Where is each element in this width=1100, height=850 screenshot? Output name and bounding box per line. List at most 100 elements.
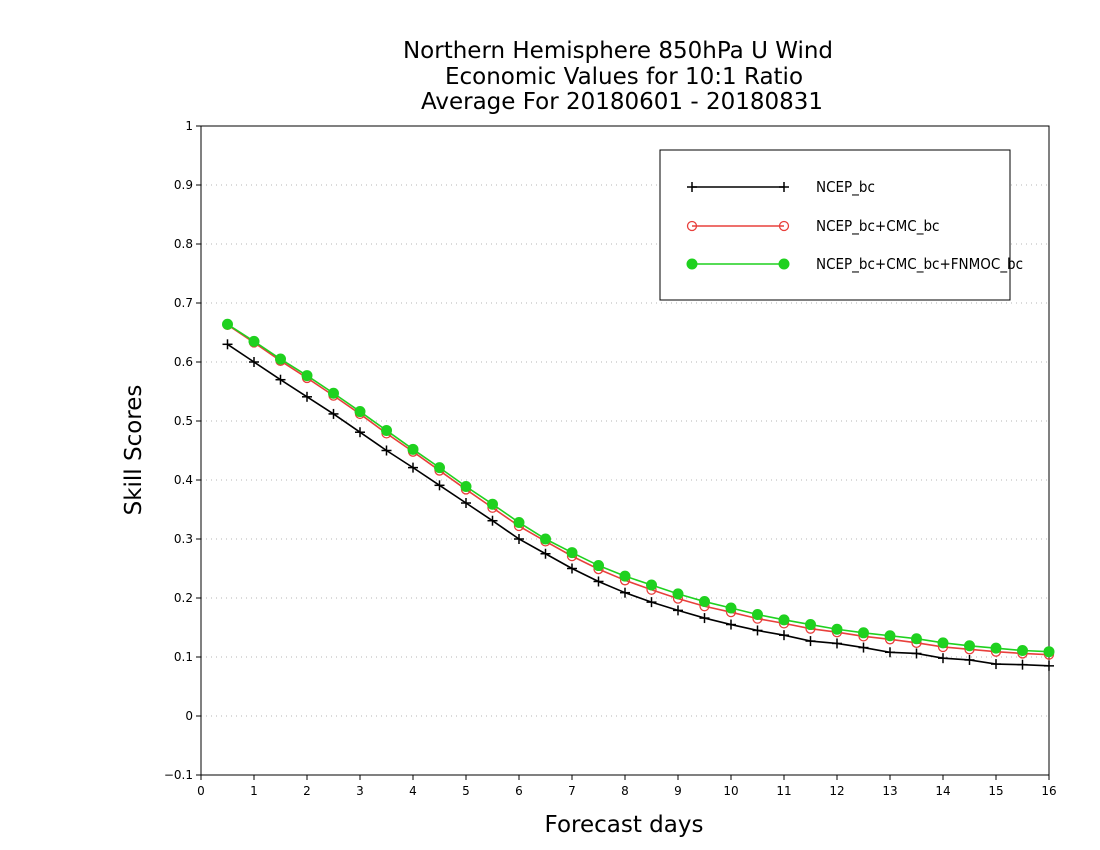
data-point (408, 462, 418, 473)
legend: NCEP_bc NCEP_bc+CMC_bc NCEP_bc+CMC_bc+FNMO… (659, 149, 1023, 301)
legend-entry-2: NCEP_bc+CMC_bc (686, 217, 939, 236)
data-point (434, 462, 445, 474)
data-point (1043, 646, 1055, 658)
y-tick-label: 0 (185, 709, 193, 723)
data-point (620, 587, 630, 598)
x-tick-label: 4 (409, 784, 417, 798)
series-2 (222, 319, 1055, 660)
data-point (831, 623, 843, 635)
legend-entry-3: NCEP_bc+CMC_bc+FNMOC_bc (686, 255, 1023, 274)
data-point (514, 534, 524, 544)
chart-title-line-2: Economic Values for 10:1 Ratio (445, 64, 803, 90)
data-point (513, 516, 525, 528)
data-point (222, 318, 233, 330)
data-point (779, 630, 789, 641)
axis-ticks: −0.100.10.20.30.40.50.60.70.80.910 1 2 3 4 5 6… (164, 119, 1057, 798)
x-tick-label: 1 (250, 784, 258, 798)
data-point (673, 605, 683, 616)
data-point (407, 443, 419, 455)
data-point (672, 588, 684, 600)
data-point (964, 654, 975, 665)
x-tick-label: 16 (1041, 784, 1056, 798)
data-point (566, 547, 578, 559)
y-tick-label: 0.9 (174, 178, 193, 192)
series-layer (222, 318, 1055, 671)
data-point (381, 424, 392, 436)
data-point (249, 357, 259, 367)
data-point (1044, 660, 1054, 671)
data-point (381, 445, 392, 456)
data-point (752, 609, 763, 621)
y-tick-label: 0.4 (174, 473, 193, 487)
x-tick-label: 5 (462, 784, 470, 798)
x-tick-label: 13 (882, 784, 897, 798)
data-point (248, 335, 260, 347)
y-axis-label: Skill Scores (121, 385, 147, 516)
legend-marker (687, 182, 697, 192)
data-point (884, 630, 896, 642)
x-tick-label: 12 (829, 784, 844, 798)
x-tick-label: 0 (197, 784, 205, 798)
x-tick-label: 6 (515, 784, 523, 798)
data-point (1017, 645, 1028, 657)
x-tick-label: 7 (568, 784, 576, 798)
x-tick-label: 8 (621, 784, 629, 798)
data-point (699, 613, 710, 624)
data-point (991, 659, 1001, 670)
data-point (832, 638, 842, 649)
x-axis-label: Forecast days (545, 812, 704, 838)
legend-marker (686, 258, 698, 270)
data-point (1017, 659, 1028, 670)
data-point (593, 560, 604, 572)
y-tick-label: 0.5 (174, 414, 193, 428)
data-point (911, 633, 922, 645)
data-point (593, 576, 604, 587)
data-point (275, 374, 286, 385)
series-1 (222, 339, 1054, 671)
series-line (227, 343, 1050, 667)
legend-entry-1: NCEP_bc (687, 178, 875, 197)
legend-label: NCEP_bc (816, 178, 875, 197)
y-tick-label: 0.6 (174, 355, 193, 369)
data-point (567, 563, 577, 574)
data-point (275, 353, 286, 365)
data-point (726, 619, 736, 630)
data-point (699, 596, 710, 608)
chart-title-line-1: Northern Hemisphere 850hPa U Wind (403, 38, 833, 64)
chart-title-line-3: Average For 20180601 - 20180831 (421, 89, 823, 115)
data-point (725, 602, 737, 614)
data-point (646, 597, 657, 608)
legend-marker (779, 182, 789, 192)
data-point (938, 653, 948, 664)
data-point (328, 387, 339, 399)
data-point (328, 408, 339, 419)
y-tick-label: 0.7 (174, 296, 193, 310)
data-point (858, 627, 869, 639)
data-point (222, 339, 233, 350)
data-point (461, 498, 471, 509)
series-3 (222, 318, 1055, 658)
data-point (646, 579, 657, 591)
x-tick-label: 3 (356, 784, 364, 798)
data-point (805, 636, 816, 647)
x-tick-label: 11 (776, 784, 791, 798)
data-point (805, 619, 816, 631)
series-line (227, 324, 1050, 656)
series-line (227, 323, 1050, 653)
x-tick-label: 2 (303, 784, 311, 798)
data-point (752, 625, 763, 636)
legend-label: NCEP_bc+CMC_bc (816, 217, 939, 236)
y-tick-label: 0.3 (174, 532, 193, 546)
data-point (964, 640, 975, 652)
x-tick-label: 10 (723, 784, 738, 798)
data-point (540, 533, 551, 545)
data-point (858, 642, 869, 653)
x-tick-label: 15 (988, 784, 1003, 798)
data-point (619, 570, 631, 582)
data-point (937, 637, 949, 649)
data-point (778, 614, 790, 626)
data-point (487, 515, 498, 526)
chart-title: Northern Hemisphere 850hPa U Wind Econom… (403, 38, 833, 115)
data-point (990, 642, 1002, 654)
